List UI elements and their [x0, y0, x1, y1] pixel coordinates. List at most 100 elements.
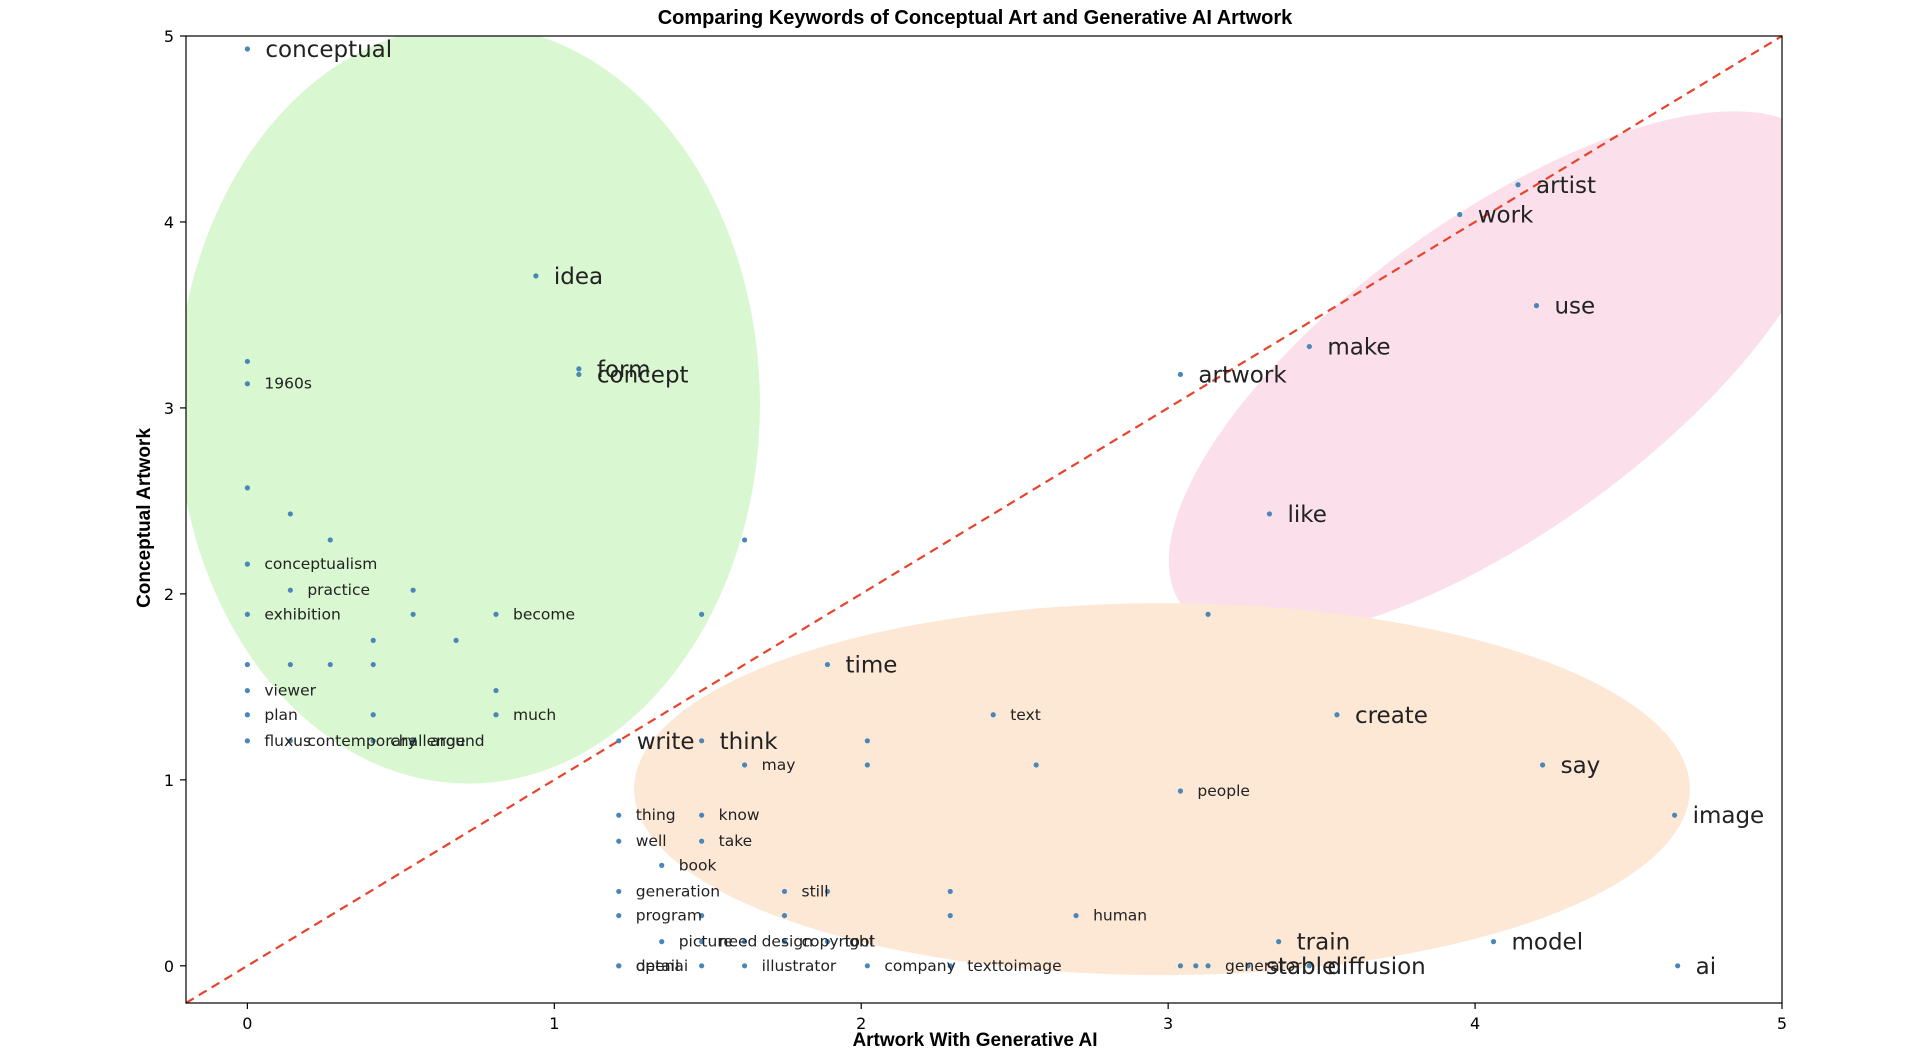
point-label: thing	[636, 806, 676, 824]
scatter-point	[616, 888, 622, 895]
scatter-point	[576, 366, 582, 372]
scatter-point	[699, 611, 705, 617]
scatter-point	[781, 888, 788, 895]
scatter-point	[410, 738, 416, 744]
scatter-point	[616, 812, 622, 818]
point-label: conceptualism	[264, 555, 377, 573]
scatter-point	[493, 712, 499, 718]
scatter-point	[781, 939, 788, 945]
scatter-point	[244, 561, 250, 567]
scatter-point	[453, 637, 459, 643]
scatter-point	[244, 712, 250, 718]
point-label: generation	[636, 882, 720, 900]
point-label: artwork	[1198, 362, 1287, 388]
point-label: idea	[554, 264, 603, 290]
x-tick-label: 1	[549, 1014, 559, 1033]
point-label: become	[513, 605, 575, 623]
point-label: know	[719, 806, 760, 824]
scatter-point	[1033, 762, 1039, 768]
point-label: well	[636, 832, 667, 850]
point-label: challenge	[390, 732, 465, 750]
scatter-point	[864, 762, 870, 768]
scatter-point	[370, 712, 376, 718]
y-tick-label: 4	[164, 213, 174, 232]
scatter-point	[742, 762, 748, 768]
point-label: think	[720, 729, 779, 755]
y-tick-label: 1	[164, 771, 174, 790]
point-label: human	[1093, 907, 1147, 925]
scatter-point	[244, 661, 250, 668]
point-label: say	[1561, 753, 1601, 779]
scatter-point	[1073, 912, 1079, 919]
scatter-point	[864, 738, 870, 744]
point-label: create	[1355, 703, 1428, 729]
scatter-point	[244, 485, 250, 491]
point-label: tool	[844, 933, 873, 951]
point-label: 1960s	[264, 375, 312, 393]
point-label: fluxus	[264, 732, 311, 750]
point-label: form	[597, 357, 651, 383]
scatter-point	[1177, 963, 1184, 969]
point-label: illustrator	[762, 957, 837, 975]
scatter-point	[1306, 963, 1312, 969]
scatter-point	[493, 687, 499, 694]
x-axis-label: Artwork With Generative AI	[852, 1030, 1097, 1051]
point-label: design	[762, 933, 813, 951]
point-label: concept	[597, 362, 689, 388]
point-label: image	[1693, 803, 1765, 829]
scatter-point	[947, 963, 953, 969]
cluster-region-3	[634, 603, 1690, 976]
y-tick-label: 0	[164, 957, 174, 976]
y-tick-label: 2	[164, 585, 174, 604]
scatter-point	[327, 537, 333, 543]
point-label: like	[1287, 502, 1326, 528]
scatter-point	[410, 611, 416, 617]
scatter-point	[824, 661, 831, 668]
point-label: plan	[264, 706, 297, 724]
scatter-point	[699, 912, 705, 919]
point-label: train	[1297, 930, 1351, 956]
point-label: still	[802, 882, 829, 900]
scatter-point	[370, 661, 376, 668]
scatter-point	[742, 939, 748, 945]
point-label: work	[1478, 203, 1534, 229]
point-label: may	[762, 756, 796, 774]
point-label: model	[1511, 930, 1583, 956]
point-label: much	[513, 706, 556, 724]
point-label: need	[719, 933, 758, 951]
point-label: stable	[1266, 954, 1336, 980]
point-label: company	[884, 957, 955, 975]
y-axis-label: Conceptual Artwork	[134, 428, 155, 608]
scatter-point	[699, 838, 705, 844]
scatter-point	[370, 738, 376, 744]
scatter-point	[1276, 939, 1282, 945]
scatter-point	[742, 963, 748, 969]
scatter-point	[1205, 611, 1211, 617]
x-tick-label: 5	[1777, 1014, 1787, 1033]
scatter-point	[616, 912, 622, 919]
scatter-point	[947, 912, 953, 919]
point-label: take	[719, 832, 753, 850]
scatter-point	[327, 661, 333, 668]
scatter-point	[616, 963, 622, 969]
x-tick-label: 2	[856, 1014, 866, 1033]
scatter-point	[244, 381, 250, 387]
point-label: text	[1010, 706, 1041, 724]
x-axis-ticks: 0 1 2 3 4 5	[242, 1003, 1787, 1033]
scatter-point	[1490, 939, 1497, 945]
scatter-point	[287, 511, 293, 517]
x-tick-label: 4	[1470, 1014, 1480, 1033]
scatter-point	[287, 738, 293, 744]
scatter-point	[244, 46, 250, 52]
scatter-point	[1457, 211, 1463, 218]
x-tick-label: 3	[1163, 1014, 1173, 1033]
scatter-point	[1675, 963, 1681, 969]
point-label: time	[845, 653, 897, 679]
point-label: program	[636, 907, 702, 925]
point-label: generator	[1225, 957, 1302, 975]
point-label: book	[679, 856, 717, 874]
scatter-point	[1306, 343, 1312, 350]
scatter-point	[244, 738, 250, 744]
scatter-point	[699, 812, 705, 818]
